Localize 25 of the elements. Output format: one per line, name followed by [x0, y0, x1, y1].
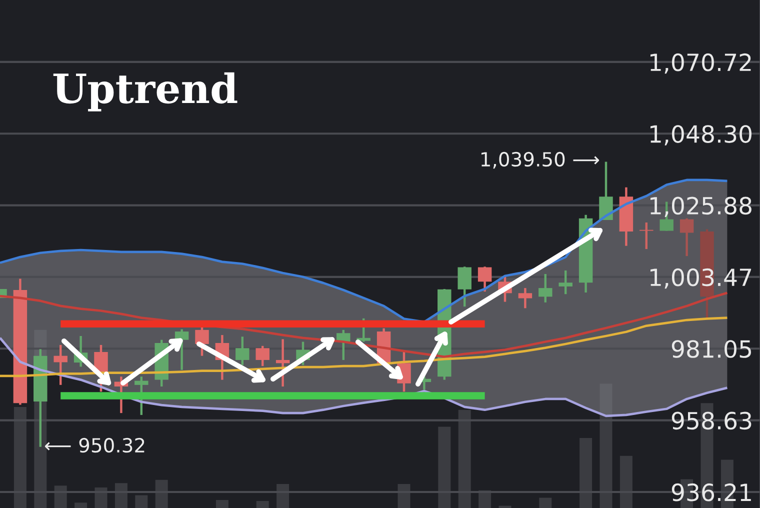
candlestick	[256, 344, 270, 368]
candlestick	[558, 269, 572, 296]
annotation: 1,039.50 ⟶	[481, 152, 600, 169]
candlestick	[538, 272, 552, 304]
candlestick	[174, 328, 189, 371]
candlestick	[54, 344, 68, 386]
candlestick	[336, 328, 350, 362]
y-tick-label: 1,003.47	[650, 268, 752, 289]
candlestick	[195, 325, 209, 357]
annotation: ⟵ 950.32	[44, 438, 144, 453]
candlestick	[680, 217, 694, 258]
candlestick	[458, 266, 472, 308]
text: Uptrend	[53, 72, 238, 112]
candlestick	[478, 266, 492, 293]
y-tick-label: 936.21	[672, 483, 751, 502]
y-tick-label: 981.05	[672, 340, 751, 358]
y-tick-label: 1,070.72	[650, 53, 751, 74]
candlestick	[276, 338, 290, 388]
candlestick	[518, 286, 532, 310]
candlestick	[640, 221, 654, 250]
y-tick-label: 1,048.30	[650, 125, 752, 146]
candlestick	[599, 160, 613, 222]
y-tick-label: 958.63	[672, 412, 752, 430]
y-tick-label: 1,025.88	[650, 196, 752, 218]
candlestick	[236, 336, 250, 366]
